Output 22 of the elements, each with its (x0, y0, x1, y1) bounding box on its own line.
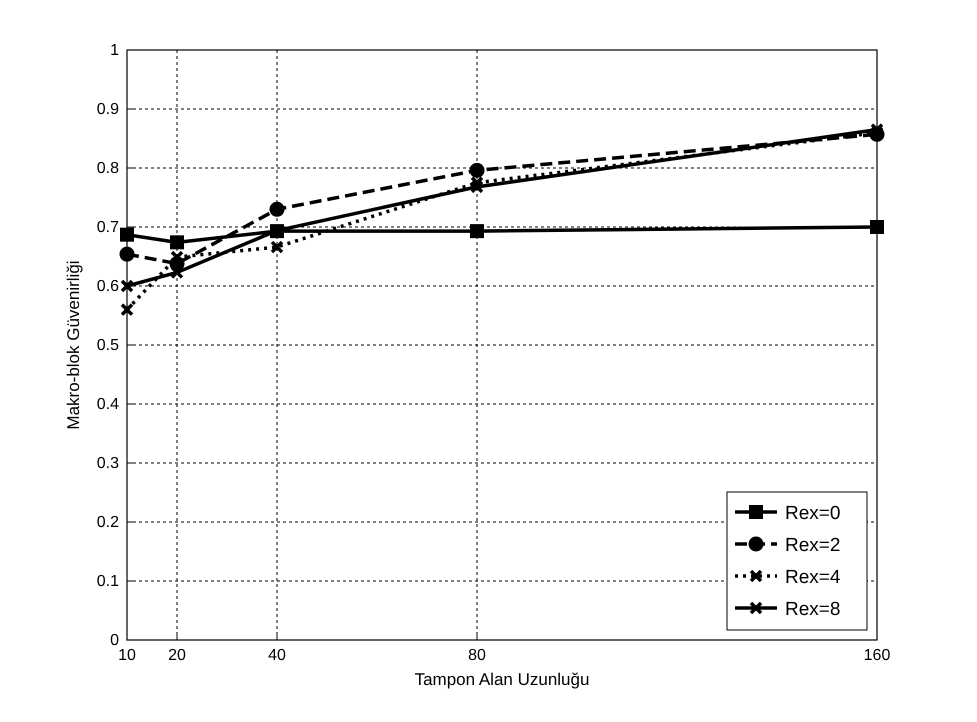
legend-label: Rex=8 (785, 599, 840, 620)
y-tick-label: 0.1 (96, 573, 120, 590)
y-tick-label: 0.6 (96, 278, 120, 295)
y-tick-label: 0.5 (96, 337, 120, 354)
y-tick-label: 1 (110, 42, 120, 59)
y-tick-label: 0.8 (96, 160, 120, 177)
x-tick-label: 20 (168, 647, 186, 664)
legend-label: Rex=0 (785, 503, 840, 524)
x-tick-label: 10 (118, 647, 136, 664)
y-axis-title: Makro-blok Güvenirliği (64, 260, 83, 430)
x-tick-label: 40 (268, 647, 286, 664)
y-tick-label: 0.4 (96, 396, 120, 413)
x-tick-label: 80 (468, 647, 486, 664)
y-tick-label: 0.3 (96, 455, 120, 472)
y-tick-label: 0 (110, 632, 120, 649)
y-tick-label: 0.9 (96, 101, 120, 118)
x-tick-label: 160 (864, 647, 890, 664)
y-tick-label: 0.7 (96, 219, 120, 236)
legend-label: Rex=4 (785, 567, 841, 588)
legend-label: Rex=2 (785, 535, 840, 556)
y-tick-label: 0.2 (96, 514, 120, 531)
x-axis-title: Tampon Alan Uzunluğu (414, 670, 590, 689)
